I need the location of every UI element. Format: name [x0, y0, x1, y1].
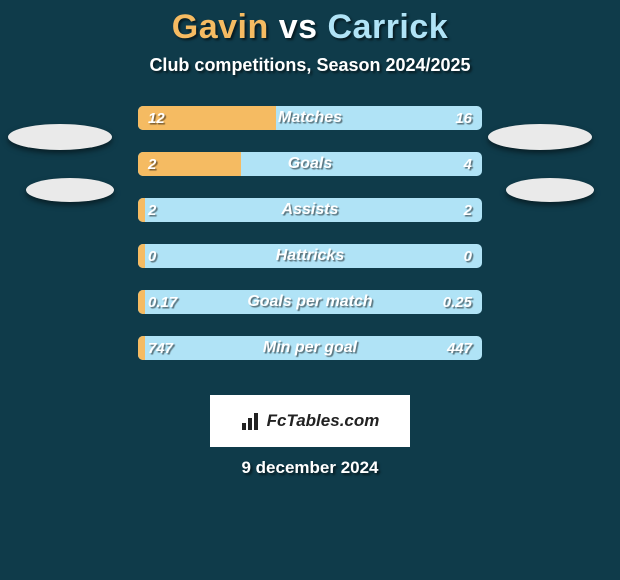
- stat-row: 12Matches16: [138, 106, 482, 130]
- stat-label: Goals: [138, 152, 482, 176]
- credit-text: FcTables.com: [267, 411, 380, 431]
- stat-right-value: 0: [464, 244, 472, 268]
- stat-right-value: 4: [464, 152, 472, 176]
- stat-row: 0.17Goals per match0.25: [138, 290, 482, 314]
- stat-label: Hattricks: [138, 244, 482, 268]
- header: Gavin vs Carrick Club competitions, Seas…: [0, 0, 620, 76]
- credit-inner: FcTables.com: [241, 411, 380, 431]
- decorative-ellipse: [506, 178, 594, 202]
- stat-right-value: 447: [447, 336, 472, 360]
- stat-row: 0Hattricks0: [138, 244, 482, 268]
- stat-row: 2Goals4: [138, 152, 482, 176]
- stat-label: Assists: [138, 198, 482, 222]
- stat-row: 2Assists2: [138, 198, 482, 222]
- subtitle: Club competitions, Season 2024/2025: [0, 55, 620, 76]
- page-title: Gavin vs Carrick: [0, 8, 620, 47]
- decorative-ellipse: [488, 124, 592, 150]
- credit-box: FcTables.com: [210, 395, 410, 447]
- stat-label: Goals per match: [138, 290, 482, 314]
- date-text: 9 december 2024: [0, 458, 620, 478]
- stat-right-value: 0.25: [443, 290, 472, 314]
- title-right-name: Carrick: [328, 8, 449, 46]
- stat-label: Min per goal: [138, 336, 482, 360]
- decorative-ellipse: [26, 178, 114, 202]
- comparison-bars: 12Matches162Goals42Assists20Hattricks00.…: [138, 106, 482, 382]
- stat-right-value: 2: [464, 198, 472, 222]
- title-vs: vs: [279, 8, 328, 46]
- stat-row: 747Min per goal447: [138, 336, 482, 360]
- stat-right-value: 16: [455, 106, 472, 130]
- decorative-ellipse: [8, 124, 112, 150]
- bars-icon: [241, 411, 263, 431]
- stat-label: Matches: [138, 106, 482, 130]
- title-left-name: Gavin: [172, 8, 269, 46]
